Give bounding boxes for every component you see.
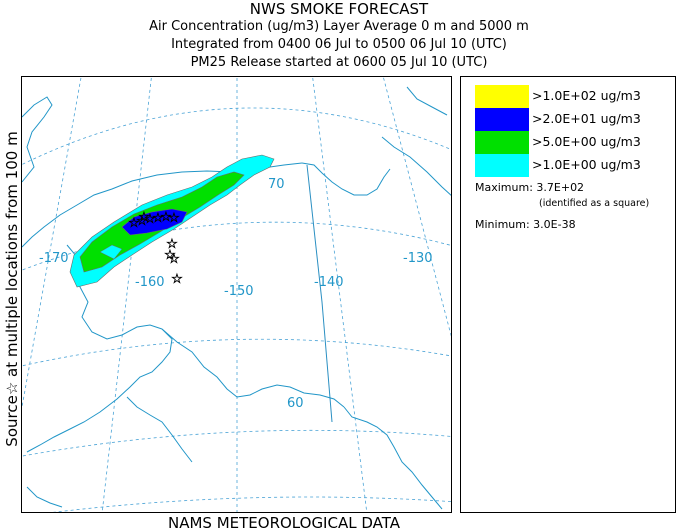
legend-label-2: >2.0E+01 ug/m3	[532, 111, 641, 126]
source-markers: ☆ ☆ ☆ ☆ ☆ ☆ ☆ ☆ ☆ ☆ ☆	[128, 210, 183, 288]
lat-label-70: 70	[268, 177, 285, 192]
source-location-label: Source☆ at multiple locations from 100 m	[3, 131, 21, 447]
minimum-value: Minimum: 3.0E-38	[475, 218, 576, 231]
plume-hole	[99, 244, 123, 260]
svg-text:☆: ☆	[166, 237, 178, 252]
svg-text:☆: ☆	[164, 248, 176, 263]
svg-text:☆: ☆	[144, 212, 156, 227]
smoke-map: ☆ ☆ ☆ ☆ ☆ ☆ ☆ ☆ ☆ ☆ ☆ -170 -160 -150 -14…	[21, 76, 452, 513]
release-start: PM25 Release started at 0600 05 Jul 10 (…	[190, 55, 488, 70]
concentration-subtitle: Air Concentration (ug/m3) Layer Average …	[149, 19, 529, 34]
svg-text:☆: ☆	[136, 214, 148, 229]
legend-swatch-cyan	[475, 154, 529, 177]
maximum-value: Maximum: 3.7E+02	[475, 181, 585, 194]
integration-period: Integrated from 0400 06 Jul to 0500 06 J…	[171, 37, 507, 52]
svg-text:☆: ☆	[168, 211, 180, 226]
lon-label-140: -140	[314, 275, 344, 290]
legend-swatch-blue	[475, 108, 529, 131]
svg-text:☆: ☆	[128, 216, 140, 231]
svg-text:☆: ☆	[171, 272, 183, 287]
lon-label-130: -130	[403, 251, 433, 266]
svg-text:☆: ☆	[168, 252, 180, 267]
svg-text:☆: ☆	[152, 211, 164, 226]
legend-swatch-green	[475, 131, 529, 154]
graticule	[22, 77, 451, 512]
legend-label-1: >1.0E+02 ug/m3	[532, 88, 641, 103]
lon-label-170: -170	[39, 251, 69, 266]
coordinate-labels: -170 -160 -150 -140 -130 70 60	[39, 177, 433, 411]
legend-label-4: >1.0E+00 ug/m3	[532, 157, 641, 172]
svg-text:☆: ☆	[138, 210, 150, 225]
legend: >1.0E+02 ug/m3 >2.0E+01 ug/m3 >5.0E+00 u…	[460, 76, 676, 513]
legend-swatch-yellow	[475, 85, 529, 108]
legend-label-3: >5.0E+00 ug/m3	[532, 134, 641, 149]
forecast-title: NWS SMOKE FORECAST	[249, 0, 429, 18]
lon-label-150: -150	[224, 284, 254, 299]
maximum-note: (identified as a square)	[539, 198, 650, 209]
svg-text:☆: ☆	[160, 210, 172, 225]
lon-label-160: -160	[135, 275, 165, 290]
coastline	[22, 86, 451, 510]
data-source-footer: NAMS METEOROLOGICAL DATA	[168, 514, 400, 532]
plume-contour-3	[121, 208, 188, 236]
international-border	[306, 164, 333, 423]
lat-label-60: 60	[287, 396, 304, 411]
